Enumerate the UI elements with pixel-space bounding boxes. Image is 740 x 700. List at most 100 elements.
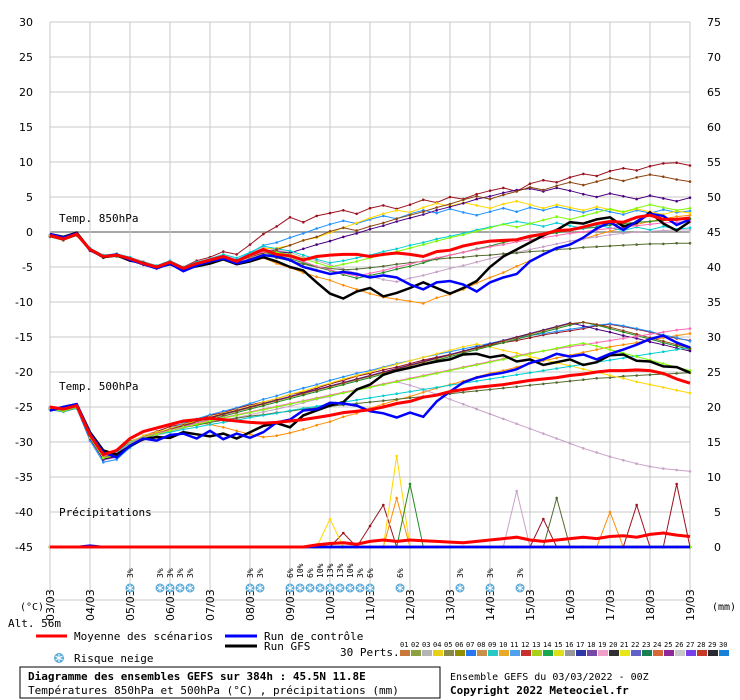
t850-member-line-point [448,256,452,260]
t850-member-line-point [315,243,318,246]
t500-member-line-point [635,355,638,358]
t850-member-line-point [328,230,332,233]
t850-member-line-point [288,244,292,247]
pert-number: 23 [642,641,650,649]
pert-swatch [664,650,674,656]
t500-member-line-point [488,377,492,381]
t850-member-line-point [368,206,372,210]
t500-member-line-point [395,392,398,396]
t500-member-line-point [635,335,638,338]
t850-member-line-point [488,206,492,210]
t500-member-line-point [62,409,65,413]
t850-member-line-point [408,276,412,280]
t850-member-line-point [328,265,332,269]
t500-member-line-point [355,398,358,402]
perturbation-legend: 01 02 03 04 05 06 07 08 09 10 11 12 13 14 15 16 17 18 19 20… [400,641,729,656]
t850-member-line-point [422,210,425,213]
t850-member-line-point [555,242,558,246]
t850-member-line-point [435,239,438,243]
t500-member-line-point [355,372,358,375]
t850-member-line-point [355,232,358,235]
t500-member-line-point [435,372,438,375]
y-left-tick-label: 20 [19,86,33,99]
pert-number: 18 [587,641,595,649]
t500-member-line-point [528,371,532,375]
t850-member-line-point [675,209,678,212]
y-right-tick-label: 25 [707,366,721,379]
pert-number: 20 [609,641,617,649]
legend: Moyenne des scénarios Run de contrôle Ru… [36,630,729,665]
precip-member-line-point [675,482,678,486]
pert-swatch [510,650,520,656]
snowflake-icon [165,583,175,593]
t850-member-line-point [342,226,345,230]
altitude-label: Alt. 56m [8,617,61,630]
snowflake-icon [365,583,375,593]
t850-member-line-point [528,238,532,241]
t850-member-line-point [395,267,398,271]
t500-member-line-point [262,402,265,406]
snowflake-icon [515,583,525,593]
t500-member-line-point [382,383,385,386]
t500-member-line-point [248,402,252,405]
t500-member-line-point [435,352,438,356]
t850-member-line-point [662,175,665,178]
t850-member-line-point [595,207,598,211]
t850-member-line-point [315,261,318,265]
pert-swatch [565,650,575,656]
t500-member-line-point [315,405,318,408]
legend-snow-label: Risque neige [74,652,153,665]
pert-swatch [477,650,487,656]
t500-member-line-point [648,465,652,468]
t850-member-line-point [542,225,545,228]
t850-member-line-point [675,161,678,164]
t500-member-line-point [448,369,452,372]
legend-mean-label: Moyenne des scénarios [74,630,213,643]
t850-member-line-point [382,278,385,281]
t850-member-line-point [502,243,505,246]
t850-member-line-point [608,244,612,248]
t500-member-line-point [235,416,238,420]
t500-member-line-point [515,373,518,377]
t500-member-line-point [462,391,465,394]
t500-mean-line [49,368,691,457]
t850-member-line-point [395,209,398,212]
t500-member-line-point [622,374,625,378]
t850-member-line-point [368,225,372,228]
pert-swatch [488,650,498,656]
t850-member-line-point [435,256,438,260]
t850-member-line-point [475,248,478,251]
y-right-tick-label: 5 [714,506,721,519]
t850-member-line-point [688,228,692,232]
t850-member-line-point [688,164,692,167]
snow-risk-pct: 3% [176,568,185,578]
t500-member-line-point [275,405,278,409]
t850-member-line-point [408,246,412,250]
t850-member-line-point [608,176,612,180]
t500-member-line-point [635,374,638,377]
t850-label: Temp. 850hPa [59,212,138,225]
y-left-unit: (°C) [20,602,44,613]
t850-member-line-point [302,220,305,224]
t850-member-line-point [582,246,585,249]
t500-member-line-point [608,330,612,334]
t850-member-line-point [502,252,505,255]
t500-member-line-point [248,416,252,419]
pert-swatch [466,650,476,656]
t500-member-line-point [515,385,518,389]
t850-member-line-point [648,173,652,176]
t500-member-line-point [475,389,478,393]
t850-member-line-point [355,256,358,260]
t850-member-line-point [622,167,625,170]
t850-member-line-point [435,296,438,300]
snowflake-icon [185,583,195,593]
snowflake-icon [255,583,265,593]
t850-member-line-point [675,220,678,224]
t500-member-line-point [262,410,265,414]
t850-member-line-point [262,244,265,248]
t850-member-line-point [608,230,612,233]
t500-member-line-point [422,391,425,394]
t850-member-line-point [515,190,518,193]
t850-member-line-point [408,300,412,303]
t500-member-line-point [288,405,292,408]
